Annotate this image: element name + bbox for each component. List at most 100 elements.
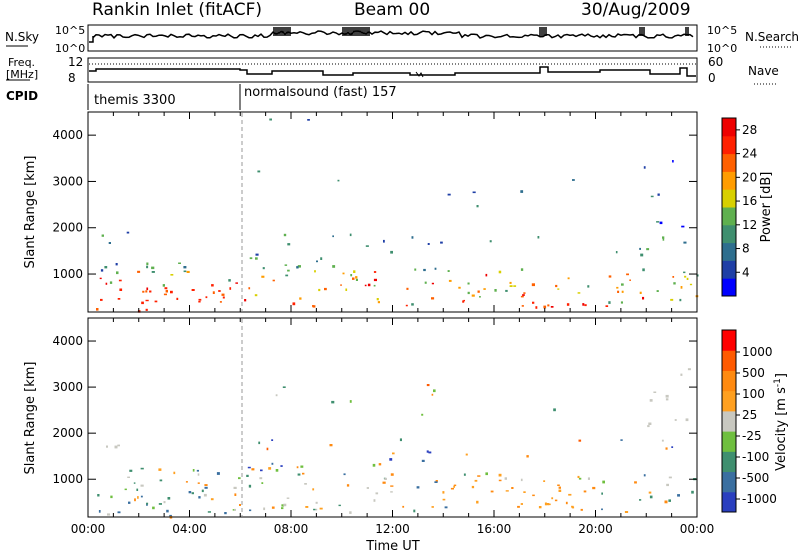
power-colorbar-ticks: 4 8 12 16 20 24 28 xyxy=(736,123,757,279)
range-gate-cell xyxy=(271,462,274,465)
range-gate-cell xyxy=(555,284,558,288)
range-gate-cell xyxy=(498,270,502,274)
colorbar-swatch xyxy=(722,135,736,155)
power-yticks: 1000 2000 3000 4000 xyxy=(52,128,697,281)
range-gate-cell xyxy=(337,179,340,182)
range-gate-cell xyxy=(100,269,104,272)
range-gate-cell xyxy=(259,477,263,480)
range-gate-cell xyxy=(494,289,497,292)
range-gate-cell xyxy=(681,225,685,228)
date-title: 30/Aug/2009 xyxy=(581,0,691,20)
range-gate-cell xyxy=(587,285,590,288)
range-gate-cell xyxy=(255,257,258,260)
freq-unit-label: [MHz] xyxy=(6,68,38,81)
range-gate-cell xyxy=(101,234,104,237)
range-gate-cell xyxy=(571,505,574,508)
freq-trace xyxy=(89,66,696,77)
colorbar-tick-label: 25 xyxy=(742,408,757,422)
colorbar-swatch xyxy=(722,224,736,244)
range-gate-cell xyxy=(384,477,387,480)
range-gate-cell xyxy=(558,489,562,492)
range-gate-cell xyxy=(684,275,687,278)
range-gate-cell xyxy=(411,303,414,306)
range-gate-cell xyxy=(251,468,255,471)
range-gate-cell xyxy=(136,488,139,491)
range-gate-cell xyxy=(674,419,677,421)
range-gate-cell xyxy=(662,238,665,241)
velocity-colorbar-label-end: ] xyxy=(774,373,789,378)
range-gate-cell xyxy=(260,469,263,472)
range-gate-cell xyxy=(126,231,130,234)
range-gate-cell xyxy=(324,287,327,291)
range-gate-cell xyxy=(312,305,316,308)
range-gate-cell xyxy=(312,488,315,491)
range-gate-cell xyxy=(146,265,149,269)
range-gate-cell xyxy=(434,267,437,270)
range-gate-cell xyxy=(137,496,139,499)
range-gate-cell xyxy=(173,471,176,475)
power-scatter xyxy=(96,118,699,313)
range-gate-cell xyxy=(257,170,261,173)
range-gate-cell xyxy=(338,504,341,507)
range-gate-cell xyxy=(140,495,143,498)
range-gate-cell xyxy=(390,485,394,487)
colorbar-tick-label: 16 xyxy=(742,194,757,208)
nsky-bursts xyxy=(273,27,689,36)
colorbar-swatch xyxy=(722,242,736,261)
range-gate-cell xyxy=(248,287,251,290)
range-gate-cell xyxy=(229,287,232,290)
range-gate-cell xyxy=(304,483,307,485)
range-gate-cell xyxy=(467,282,470,285)
velocity-colorbar-label: Velocity [m s-1] xyxy=(773,373,789,471)
range-gate-cell xyxy=(151,271,155,273)
range-gate-cell xyxy=(246,474,249,477)
colorbar-swatch xyxy=(722,207,736,226)
range-gate-cell xyxy=(399,438,402,442)
range-gate-cell xyxy=(472,191,476,194)
nsky-tick-bottom: 10^0 xyxy=(55,42,85,55)
range-gate-cell xyxy=(145,299,149,302)
range-gate-cell xyxy=(431,506,434,508)
range-gate-cell xyxy=(373,499,376,502)
range-gate-cell xyxy=(96,308,99,311)
range-gate-cell xyxy=(656,221,660,223)
range-gate-cell xyxy=(271,439,274,441)
range-gate-cell xyxy=(458,286,461,289)
colorbar-swatch xyxy=(722,410,736,432)
range-gate-cell xyxy=(238,477,241,480)
range-gate-cell xyxy=(232,509,235,511)
range-gate-cell xyxy=(411,236,414,239)
range-gate-cell xyxy=(376,298,379,301)
colorbar-tick-label: -25 xyxy=(742,429,762,443)
ytick-label: 4000 xyxy=(52,128,83,142)
range-gate-cell xyxy=(296,266,299,269)
nsky-panel-frame xyxy=(87,24,698,52)
range-gate-cell xyxy=(485,472,488,476)
range-gate-cell xyxy=(538,506,542,509)
range-gate-cell xyxy=(318,288,321,292)
colorbar-swatch xyxy=(722,350,736,371)
range-gate-cell xyxy=(557,288,560,290)
range-gate-cell xyxy=(442,491,445,494)
range-gate-cell xyxy=(280,465,283,467)
range-gate-cell xyxy=(191,289,195,291)
range-gate-cell xyxy=(331,400,335,404)
xtick-label: 08:00 xyxy=(274,522,309,536)
range-gate-cell xyxy=(467,291,470,295)
range-gate-cell xyxy=(656,290,659,292)
range-gate-cell xyxy=(248,484,252,488)
colorbar-tick-label: 4 xyxy=(742,265,750,279)
range-gate-cell xyxy=(107,513,111,516)
range-gate-cell xyxy=(639,291,642,294)
range-gate-cell xyxy=(99,277,102,280)
range-gate-cell xyxy=(428,451,432,454)
range-gate-cell xyxy=(170,274,174,276)
range-gate-cell xyxy=(680,286,683,289)
range-gate-cell xyxy=(664,500,668,504)
range-gate-cell xyxy=(642,268,645,272)
range-gate-cell xyxy=(532,301,535,304)
range-gate-cell xyxy=(504,477,507,480)
range-gate-cell xyxy=(572,179,575,181)
range-gate-cell xyxy=(677,494,680,497)
range-gate-cell xyxy=(476,500,479,504)
